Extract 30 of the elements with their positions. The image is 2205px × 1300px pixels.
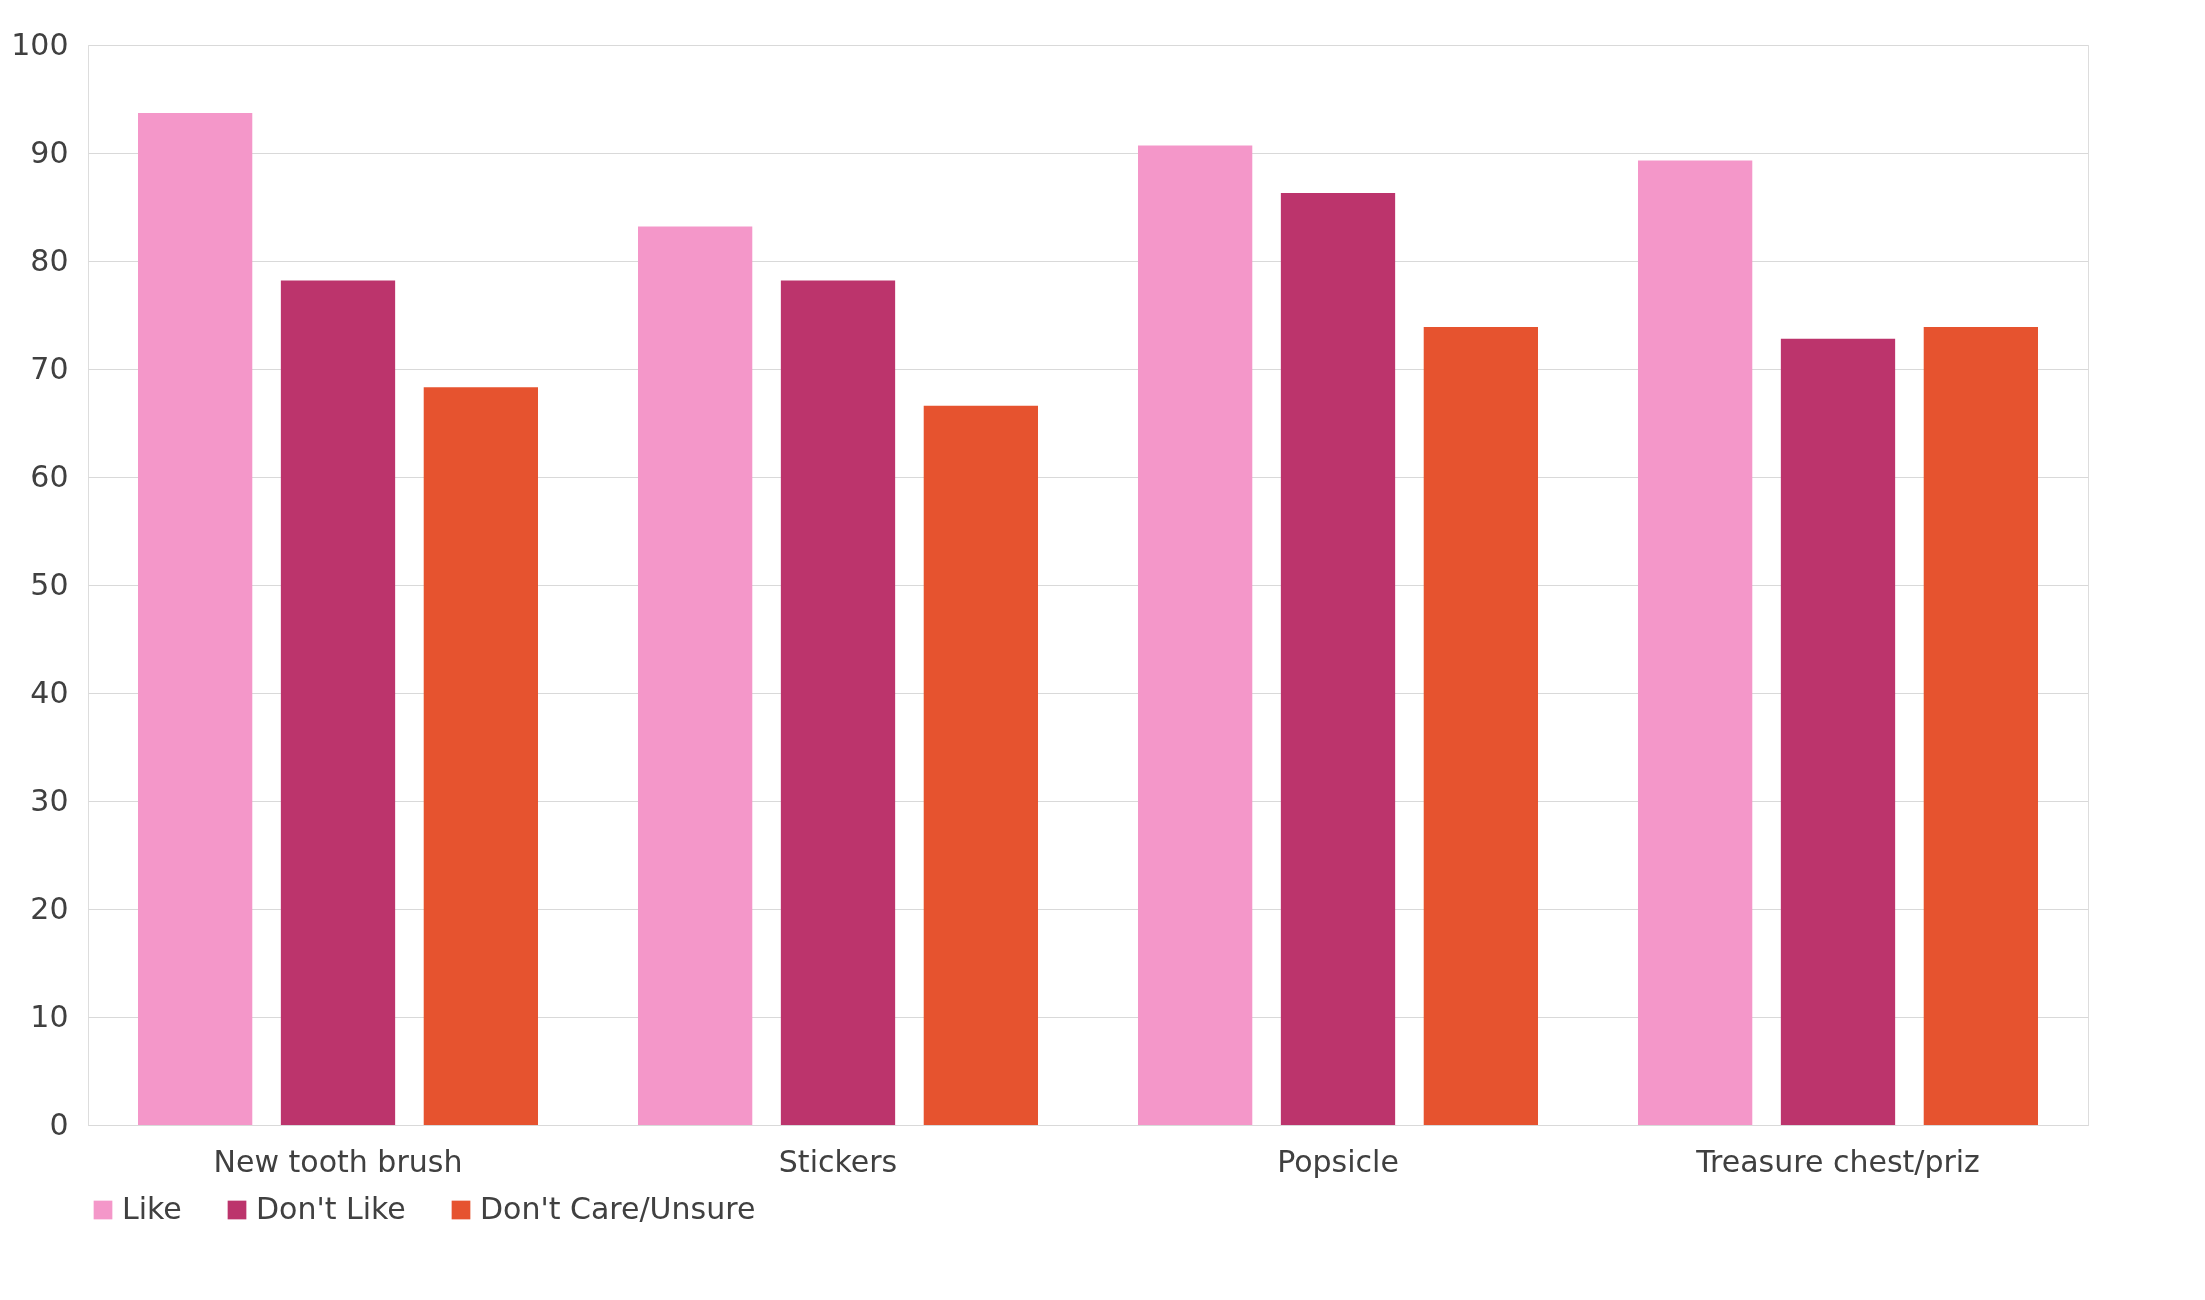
x-tick-label: Treasure chest/priz bbox=[1695, 1143, 1980, 1179]
x-tick-label: Stickers bbox=[778, 1143, 898, 1179]
y-tick-label: 0 bbox=[49, 1106, 69, 1142]
y-tick-label: 20 bbox=[30, 890, 69, 926]
y-tick-label: 40 bbox=[30, 674, 69, 710]
y-tick-label: 100 bbox=[11, 26, 69, 62]
bar bbox=[138, 113, 253, 1125]
y-tick-label: 50 bbox=[30, 566, 69, 602]
y-tick-label: 80 bbox=[30, 242, 69, 278]
bar bbox=[423, 387, 538, 1125]
legend-label: Like bbox=[122, 1191, 182, 1226]
bar bbox=[780, 280, 896, 1125]
y-tick-label: 60 bbox=[30, 458, 69, 494]
x-tick-label: Popsicle bbox=[1277, 1143, 1399, 1179]
y-tick-label: 10 bbox=[30, 998, 69, 1034]
bar bbox=[1280, 192, 1396, 1125]
y-tick-label: 70 bbox=[30, 350, 69, 386]
bar bbox=[923, 405, 1038, 1125]
x-tick-label: New tooth brush bbox=[213, 1143, 463, 1179]
y-tick-label: 90 bbox=[30, 134, 69, 170]
bar bbox=[280, 280, 396, 1125]
legend-label: Don't Care/Unsure bbox=[480, 1191, 756, 1226]
legend-label: Don't Like bbox=[256, 1191, 406, 1226]
bar bbox=[1138, 145, 1253, 1125]
bar bbox=[1638, 160, 1753, 1125]
bar bbox=[1423, 326, 1538, 1125]
bar bbox=[1923, 326, 2038, 1125]
bar bbox=[638, 226, 753, 1125]
bar bbox=[1780, 338, 1896, 1125]
y-tick-label: 30 bbox=[30, 782, 69, 818]
